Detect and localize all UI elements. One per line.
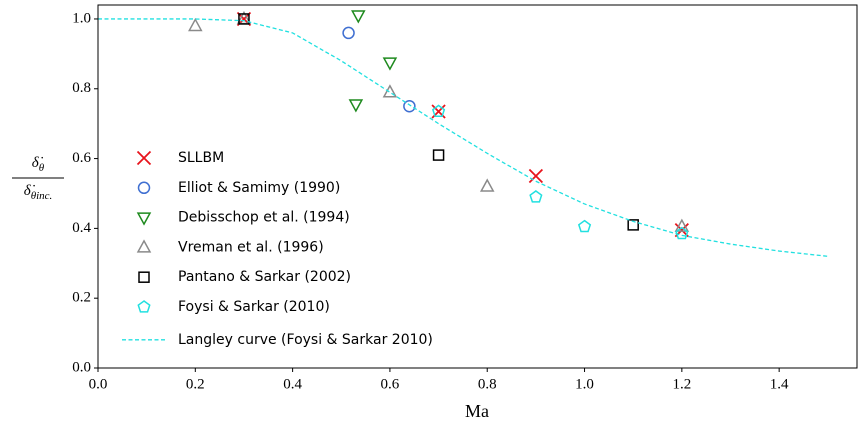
triangle-marker bbox=[188, 17, 203, 32]
y-tick-label: 0.6 bbox=[72, 150, 91, 166]
y-tick-label: 0.4 bbox=[72, 220, 91, 236]
plot-frame bbox=[97, 4, 858, 369]
legend-label: Pantano & Sarkar (2002) bbox=[178, 269, 351, 285]
triangle-down-marker bbox=[136, 212, 152, 226]
pentagon-marker bbox=[577, 219, 592, 233]
y-label-subscript: θinc. bbox=[31, 190, 53, 202]
triangle-marker bbox=[479, 178, 495, 192]
square-marker bbox=[627, 219, 639, 231]
x-tick-label: 0.4 bbox=[283, 376, 302, 392]
x-tick-label: 0.8 bbox=[478, 376, 497, 392]
triangle-down-marker bbox=[351, 10, 366, 24]
pentagon-marker bbox=[675, 226, 689, 240]
legend-label: Langley curve (Foysi & Sarkar 2010) bbox=[178, 332, 433, 348]
y-axis-label: δ̇θδ̇θinc. bbox=[24, 155, 53, 201]
x-marker bbox=[136, 150, 152, 166]
y-label-part: δ̇θinc. bbox=[24, 183, 53, 201]
triangle-down-marker bbox=[382, 57, 398, 71]
x-tick-label: 1.2 bbox=[672, 376, 691, 392]
langley-curve bbox=[98, 18, 828, 257]
circle-marker bbox=[342, 26, 355, 40]
pentagon-marker bbox=[529, 190, 543, 203]
x-marker bbox=[528, 168, 544, 184]
y-tick-label: 0.0 bbox=[72, 359, 91, 375]
circle-marker bbox=[137, 181, 151, 195]
x-tick-label: 0.0 bbox=[89, 376, 108, 392]
y-label-symbol: δ̇ bbox=[24, 183, 36, 199]
pentagon-marker bbox=[137, 300, 151, 313]
x-tick-label: 1.4 bbox=[770, 376, 789, 392]
square-marker bbox=[432, 149, 445, 161]
legend-label: SLLBM bbox=[178, 150, 224, 166]
y-tick-label: 0.2 bbox=[72, 290, 91, 306]
y-tick-label: 0.8 bbox=[72, 80, 91, 96]
legend-label: Foysi & Sarkar (2010) bbox=[178, 299, 330, 315]
triangle-marker bbox=[674, 218, 690, 232]
y-label-part: δ̇θ bbox=[32, 155, 45, 173]
square-marker bbox=[238, 13, 250, 25]
triangle-down-marker bbox=[348, 99, 364, 113]
x-tick-label: 0.2 bbox=[186, 376, 205, 392]
y-label-subscript: θ bbox=[39, 162, 45, 174]
legend-label: Elliot & Samimy (1990) bbox=[178, 180, 340, 196]
x-tick-label: 1.0 bbox=[575, 376, 594, 392]
pentagon-marker bbox=[431, 104, 446, 118]
y-tick-label: 1.0 bbox=[72, 10, 91, 26]
triangle-marker bbox=[382, 84, 398, 98]
y-label-symbol: δ̇ bbox=[32, 155, 44, 171]
legend: SLLBM Elliot & Samimy (1990) Debisschop et… bbox=[122, 150, 433, 348]
x-tick-label: 0.6 bbox=[381, 376, 400, 392]
circle-marker bbox=[403, 99, 416, 113]
triangle-marker bbox=[136, 239, 152, 253]
square-marker bbox=[138, 271, 150, 283]
legend-label: Debisschop et al. (1994) bbox=[178, 210, 350, 226]
legend-label: Vreman et al. (1996) bbox=[178, 239, 324, 255]
x-axis-label: Ma bbox=[465, 401, 489, 421]
